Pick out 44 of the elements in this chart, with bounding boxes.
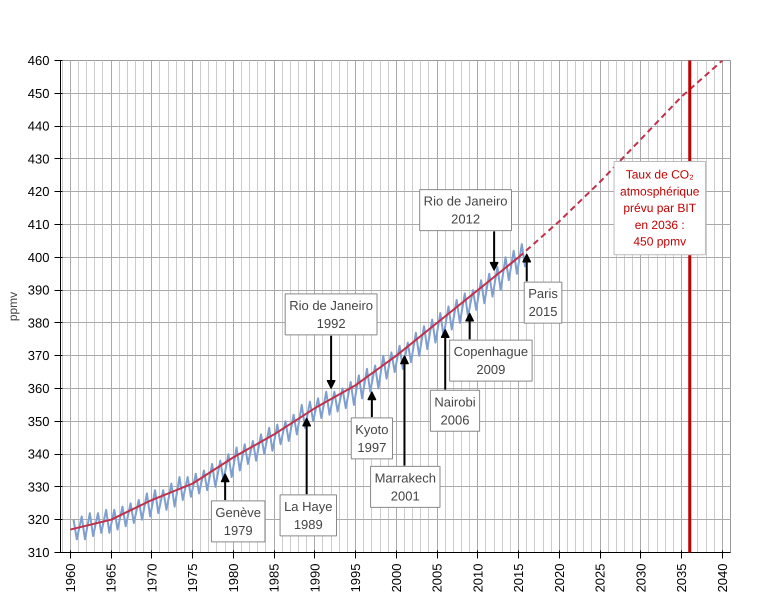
annotation: Paris 2015	[528, 286, 558, 320]
ref-line-label: Taux de CO₂ atmosphérique prévu par BIT en 2036 : 450 ppmv	[620, 168, 700, 249]
x-tick-label: 2015	[511, 564, 526, 592]
y-axis-title: ppmv	[6, 292, 20, 322]
x-tick-label: 2020	[552, 564, 567, 592]
y-tick-label: 380	[28, 315, 50, 330]
y-tick-label: 360	[28, 381, 50, 396]
y-tick-label: 330	[28, 479, 50, 494]
annotation: Rio de Janeiro 1992	[289, 298, 374, 331]
annotation: La Haye 1989	[284, 498, 332, 532]
x-tick-label: 1985	[266, 564, 282, 592]
y-tick-label: 310	[28, 545, 50, 560]
x-tick-label: 2025	[592, 564, 608, 592]
y-tick-label: 420	[28, 184, 50, 200]
annotation: Nairobi 2006	[434, 394, 476, 428]
x-tick-label: 2030	[633, 564, 648, 592]
x-tick-label: 2035	[674, 564, 690, 592]
x-tick-label: 1975	[185, 564, 200, 592]
annotation: Kyoto 1997	[355, 422, 388, 455]
annotation: Marrakech 2001	[374, 470, 436, 504]
annotation: Copenhague 2009	[454, 344, 528, 378]
x-tick-label: 1965	[104, 564, 119, 592]
y-tick-label: 340	[28, 446, 50, 462]
y-tick-label: 370	[28, 348, 50, 364]
y-tick-label: 350	[28, 414, 50, 429]
annotation: Genève 1979	[215, 504, 261, 538]
x-tick-label: 1960	[62, 564, 78, 592]
x-tick-label: 1990	[307, 564, 322, 592]
y-tick-label: 460	[28, 53, 50, 68]
y-tick-label: 430	[28, 151, 50, 166]
x-tick-label: 2005	[430, 564, 445, 592]
x-tick-label: 2000	[388, 564, 404, 592]
y-tick-label: 410	[28, 217, 50, 232]
y-tick-label: 390	[28, 282, 50, 298]
x-tick-label: 1995	[348, 564, 364, 592]
x-tick-label: 2040	[714, 564, 730, 592]
y-tick-label: 320	[28, 512, 50, 528]
x-tick-label: 1970	[144, 564, 160, 592]
y-tick-label: 450	[28, 86, 50, 101]
annotation: Rio de Janeiro 2012	[424, 194, 508, 227]
x-tick-label: 2010	[470, 564, 486, 592]
y-tick-label: 440	[28, 118, 50, 134]
y-tick-label: 400	[28, 250, 50, 265]
x-tick-label: 1980	[226, 564, 241, 592]
